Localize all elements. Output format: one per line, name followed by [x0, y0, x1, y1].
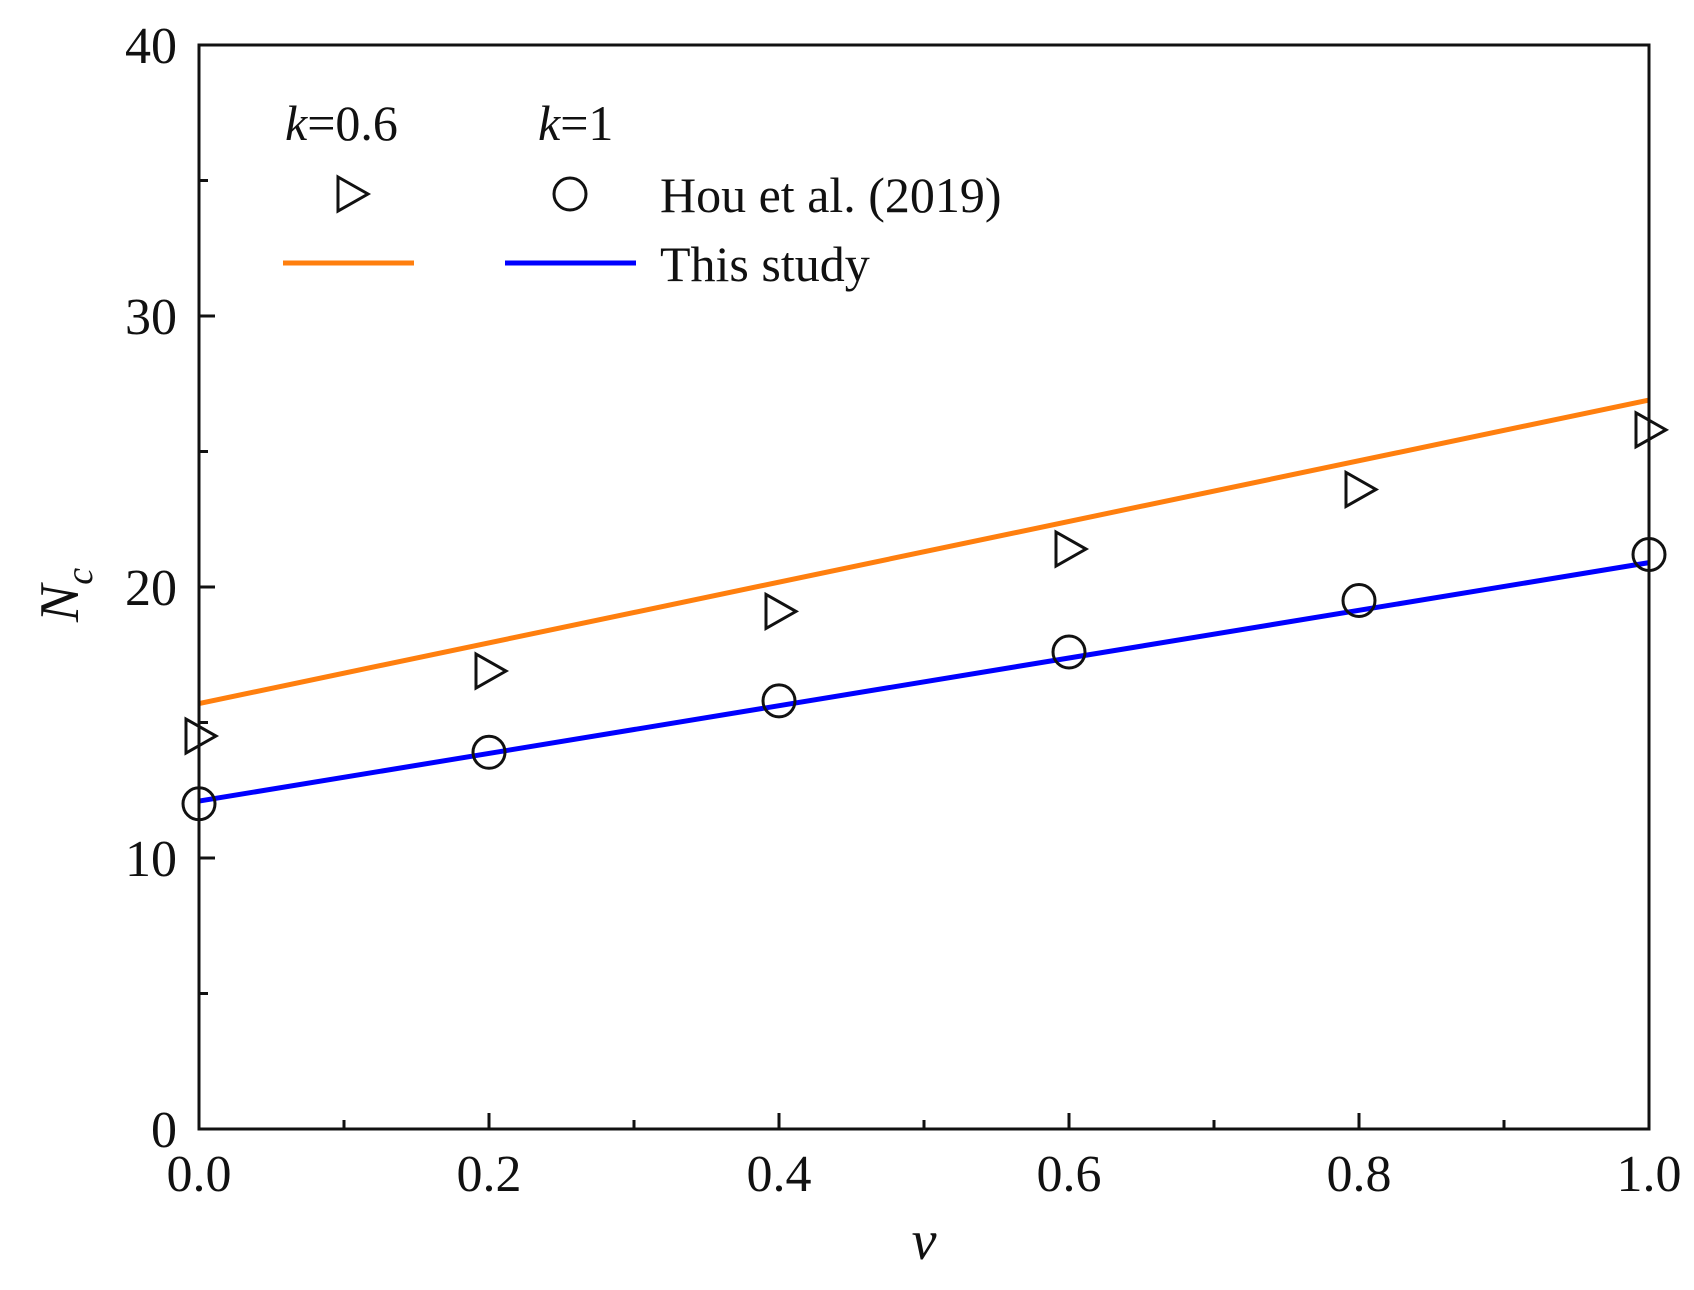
y-tick-label: 10 [125, 831, 177, 888]
lines-layer [198, 397, 1650, 804]
legend-label-this-study: This study [660, 236, 870, 292]
legend: k=0.6 k=1 Hou et al. (2019) This study [283, 95, 1002, 292]
triangle-marker [1634, 410, 1670, 450]
legend-circle-marker [552, 176, 588, 212]
x-tick-label: 1.0 [1617, 1146, 1682, 1203]
ticks-layer: 0.0 0.2 0.4 0.6 0.8 1.0 0 10 20 30 40 [125, 18, 1682, 1203]
y-tick-label: 20 [125, 560, 177, 617]
plot-frame [197, 43, 1651, 1131]
legend-triangle-marker [336, 174, 372, 214]
y-tick-label: 40 [125, 18, 177, 75]
markers-layer [181, 410, 1670, 822]
y-axis-title: Nc [29, 568, 101, 623]
circle-marker [1341, 583, 1377, 619]
y-axis-title-main: N [29, 582, 91, 623]
triangle-marker [474, 651, 510, 691]
x-tick-label: 0.8 [1327, 1146, 1392, 1203]
triangle-marker [1344, 469, 1380, 510]
triangle-marker [1054, 529, 1090, 569]
y-tick-label: 30 [125, 289, 177, 346]
circle-marker [761, 683, 797, 719]
x-tick-label: 0.6 [1037, 1146, 1102, 1203]
y-axis-title-sub: c [59, 568, 101, 585]
x-tick-label: 0.2 [457, 1146, 522, 1203]
triangle-marker [184, 716, 220, 756]
y-tick-label: 0 [151, 1102, 177, 1159]
svg-text:Nc: Nc [29, 568, 101, 623]
legend-label-hou: Hou et al. (2019) [660, 167, 1002, 223]
circle-marker [1051, 634, 1087, 670]
triangle-marker [764, 591, 800, 631]
legend-header-k1: k=1 [538, 95, 613, 151]
x-axis-title: v [912, 1210, 937, 1272]
circle-marker [471, 734, 507, 770]
series-line-3 [198, 560, 1650, 804]
series-line-2 [198, 397, 1650, 706]
legend-header-k06: k=0.6 [285, 95, 398, 151]
x-tick-label: 0.4 [747, 1146, 812, 1203]
x-tick-label: 0.0 [167, 1146, 232, 1203]
